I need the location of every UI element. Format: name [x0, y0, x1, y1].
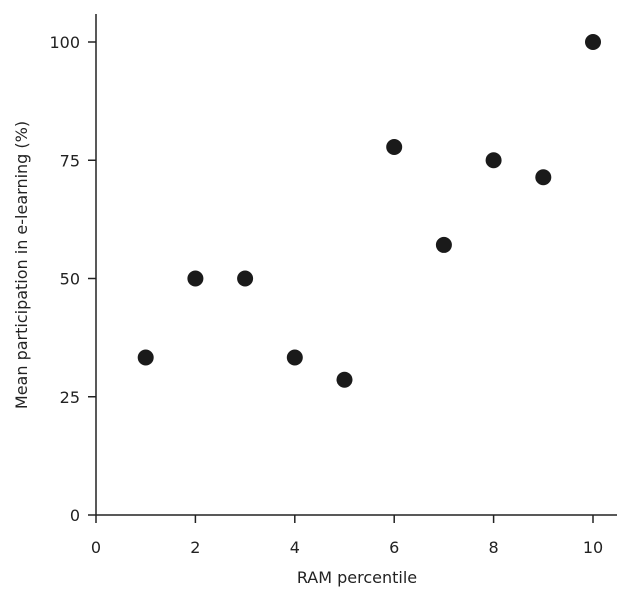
- x-axis-title: RAM percentile: [297, 568, 417, 587]
- y-tick-label: 50: [60, 270, 80, 289]
- y-tick-label: 100: [49, 33, 80, 52]
- data-point: [435, 236, 452, 253]
- x-tick-label: 4: [290, 538, 300, 557]
- y-axis-title: Mean participation in e-learning (%): [12, 121, 31, 409]
- x-tick-label: 8: [489, 538, 499, 557]
- data-point: [237, 270, 254, 287]
- axes: [95, 14, 617, 516]
- data-point: [336, 371, 353, 388]
- y-tick-label: 75: [60, 151, 80, 170]
- data-point: [137, 349, 154, 366]
- y-tick-label: 0: [70, 506, 80, 525]
- data-point: [386, 139, 403, 156]
- x-tick-label: 2: [190, 538, 200, 557]
- x-tick-label: 6: [389, 538, 399, 557]
- y-tick-label: 25: [60, 388, 80, 407]
- data-point: [535, 169, 552, 186]
- data-point: [286, 349, 303, 366]
- x-tick-label: 0: [91, 538, 101, 557]
- data-point: [485, 152, 502, 169]
- data-point: [187, 270, 204, 287]
- data-point: [585, 34, 601, 50]
- x-tick-label: 10: [583, 538, 603, 557]
- data-points: [137, 34, 601, 388]
